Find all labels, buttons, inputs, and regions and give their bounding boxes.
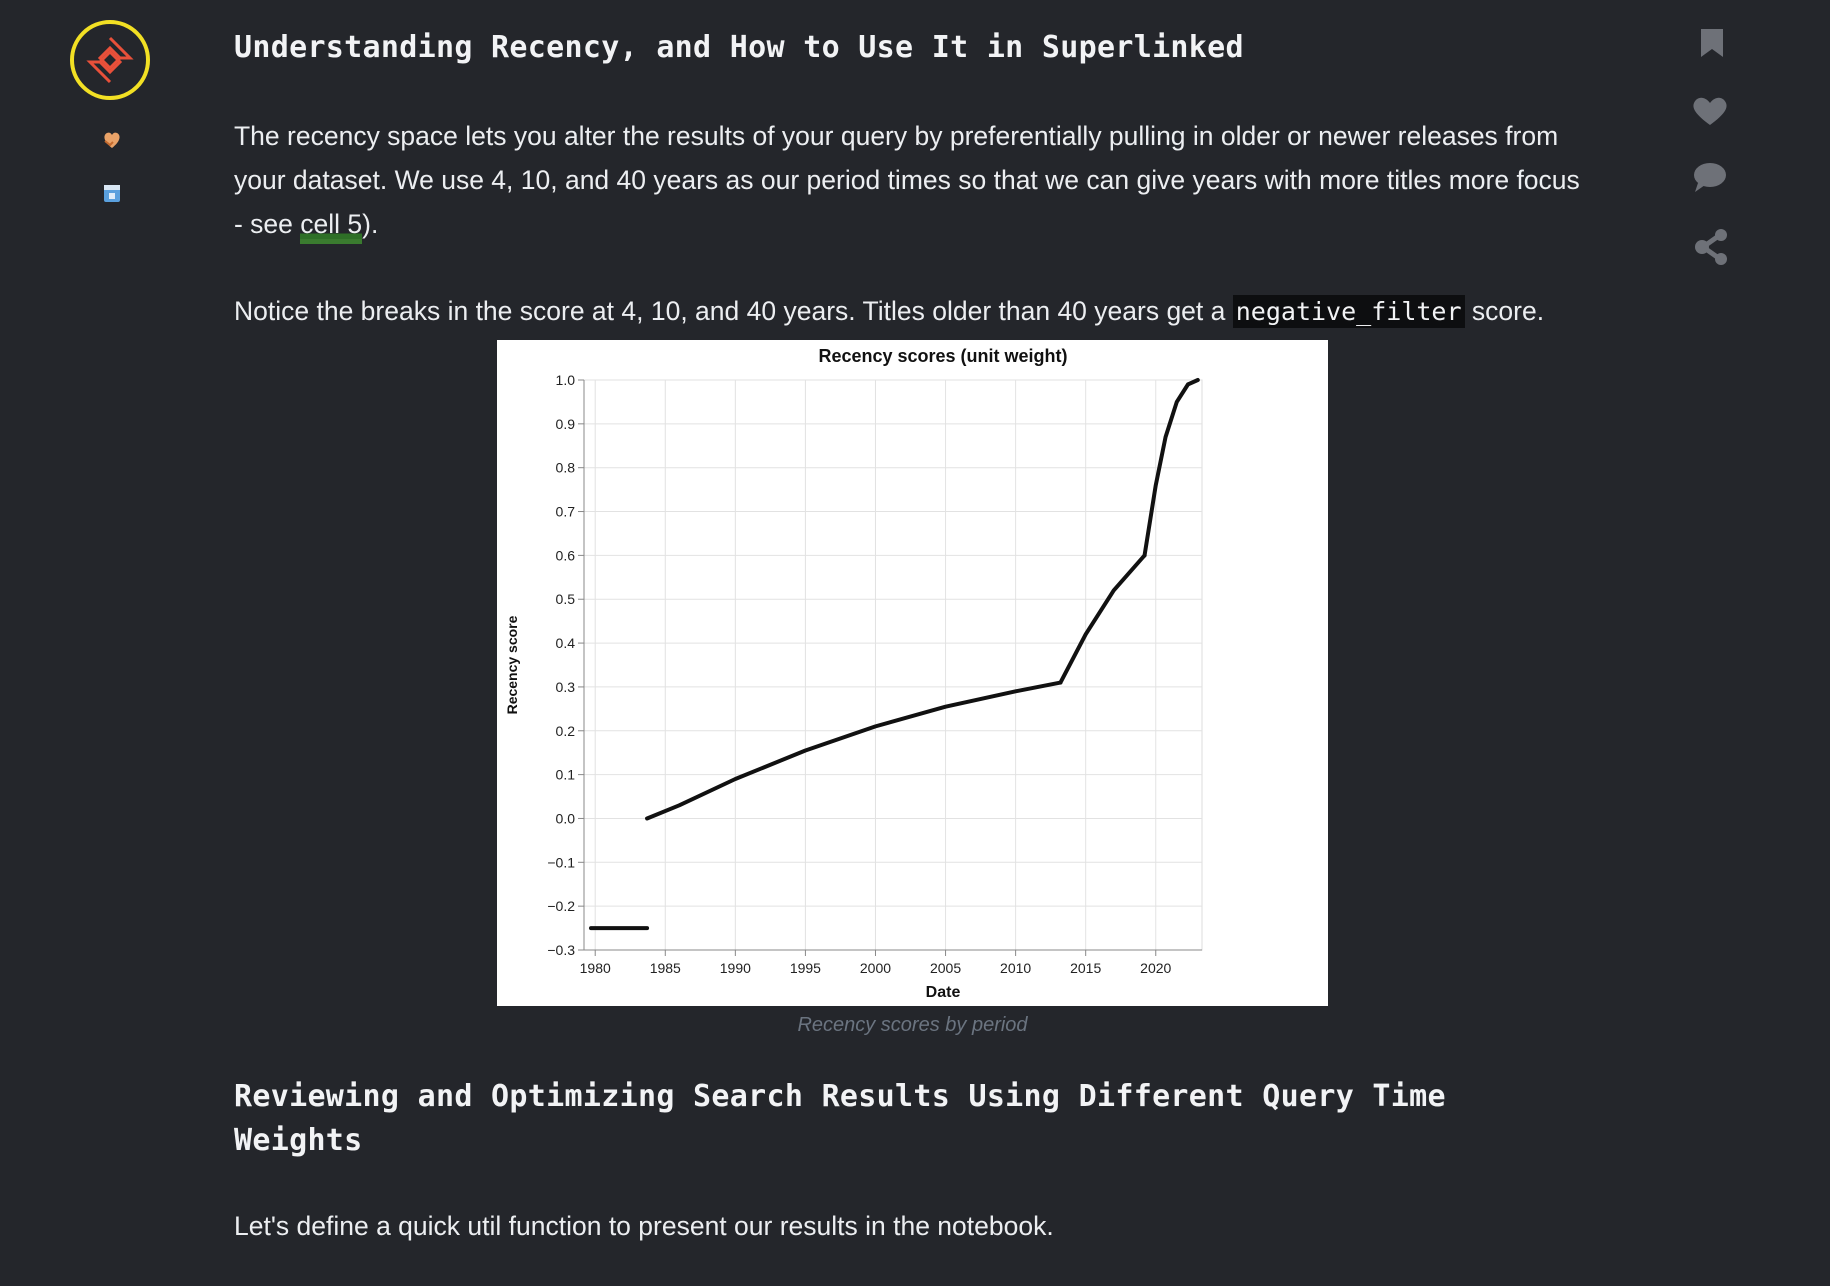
y-tick-label: 0.9 (556, 416, 576, 432)
y-tick-label: 0.8 (556, 460, 576, 476)
share-icon[interactable] (1686, 222, 1736, 272)
y-tick-label: −0.3 (547, 942, 575, 958)
x-tick-label: 1985 (650, 960, 681, 976)
y-tick-label: 0.0 (556, 810, 576, 826)
y-axis-label: Recency score (504, 615, 520, 714)
left-sidebar (0, 0, 225, 1286)
x-tick-label: 1995 (790, 960, 821, 976)
negative-filter-code: negative_filter (1232, 295, 1465, 328)
x-tick-label: 2015 (1070, 960, 1101, 976)
y-tick-label: −0.1 (547, 854, 575, 870)
superlinked-logo-icon[interactable] (70, 20, 150, 100)
paragraph-util-function: Let's define a quick util function to pr… (234, 1211, 1054, 1241)
y-tick-label: 0.5 (556, 591, 576, 607)
x-axis-label: Date (926, 984, 961, 1001)
y-tick-label: 0.2 (556, 723, 576, 739)
x-tick-label: 2000 (860, 960, 891, 976)
y-tick-label: 0.7 (556, 504, 576, 520)
chart-title: Recency scores (unit weight) (818, 346, 1067, 366)
recency-score-line-segment-4 (1142, 378, 1200, 558)
recency-score-line-segment-2 (645, 680, 1063, 821)
y-tick-label: 0.3 (556, 679, 576, 695)
heart-hands-icon[interactable] (100, 128, 124, 152)
paragraph-text: The recency space lets you alter the res… (234, 121, 1580, 239)
calendar-icon[interactable] (100, 181, 124, 205)
y-tick-label: 0.4 (556, 635, 576, 651)
x-tick-label: 1980 (580, 960, 611, 976)
bookmark-icon[interactable] (1687, 18, 1737, 68)
section-title-recency: Understanding Recency, and How to Use It… (234, 30, 1244, 65)
x-tick-label: 2020 (1140, 960, 1171, 976)
y-tick-label: 0.6 (556, 547, 576, 563)
recency-chart: Recency scores (unit weight) Date Recenc… (504, 346, 1203, 1001)
y-tick-label: 0.1 (556, 767, 576, 783)
comment-icon[interactable] (1685, 152, 1735, 202)
section-title-reviewing: Reviewing and Optimizing Search Results … (234, 1079, 1446, 1158)
y-tick-label: 1.0 (556, 372, 576, 388)
cell-5-link[interactable]: cell 5 (300, 209, 363, 244)
paragraph-text: score. (1464, 296, 1545, 326)
x-tick-label: 2005 (930, 960, 961, 976)
recency-score-line-segment-3 (1058, 553, 1147, 685)
x-tick-label: 1990 (720, 960, 751, 976)
heart-icon[interactable] (1685, 86, 1735, 136)
plot-frame (583, 379, 1203, 951)
y-tick-label: −0.2 (547, 898, 575, 914)
paragraph-text: Notice the breaks in the score at 4, 10,… (234, 296, 1233, 326)
figure-caption: Recency scores by period (797, 1014, 1028, 1036)
paragraph-text: ). (362, 209, 379, 239)
recency-chart-figure: Recency scores (unit weight) Date Recenc… (497, 340, 1328, 1006)
x-tick-label: 2010 (1000, 960, 1031, 976)
paragraph-recency-intro: The recency space lets you alter the res… (234, 114, 1594, 246)
right-action-bar (1650, 0, 1830, 1286)
paragraph-breaks-note: Notice the breaks in the score at 4, 10,… (234, 289, 1594, 334)
